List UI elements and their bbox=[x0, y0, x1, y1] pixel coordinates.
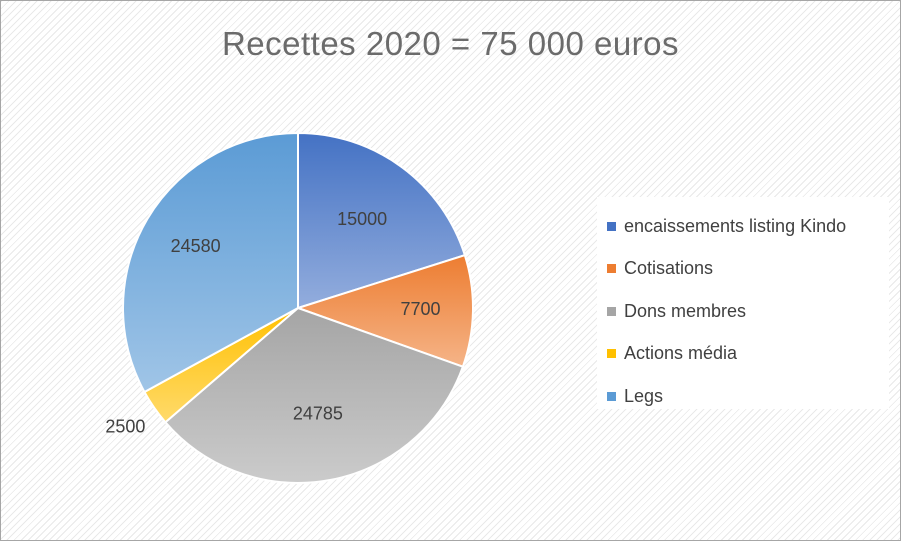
legend-swatch bbox=[607, 264, 616, 274]
data-label-legs: 24580 bbox=[171, 236, 221, 256]
data-label-cotisations: 7700 bbox=[400, 299, 440, 319]
legend-label: encaissements listing Kindo bbox=[624, 215, 847, 236]
data-label-dons-membres: 24785 bbox=[293, 403, 343, 423]
pie-data-labels: 15000 7700 24785 2500 24580 bbox=[105, 209, 440, 436]
legend-item-encaissements[interactable]: encaissements listing Kindo bbox=[607, 205, 889, 248]
data-label-encaissements-listing-kindo: 15000 bbox=[337, 209, 387, 229]
legend-swatch bbox=[607, 306, 616, 316]
pie-slice-encaissements-listing-kindo[interactable] bbox=[297, 131, 467, 310]
chart-title: Recettes 2020 = 75 000 euros bbox=[221, 25, 680, 62]
legend-label: Legs bbox=[624, 385, 664, 406]
legend-label: Actions média bbox=[624, 343, 738, 364]
pie-slice-legs[interactable] bbox=[122, 131, 299, 394]
legend-item-legs[interactable]: Legs bbox=[607, 375, 889, 418]
legend-item-cotisations[interactable]: Cotisations bbox=[607, 248, 889, 291]
legend-swatch bbox=[607, 391, 616, 401]
pie-slice-dons-membres[interactable] bbox=[163, 306, 465, 484]
legend: encaissements listing Kindo Cotisations … bbox=[597, 197, 889, 409]
legend-swatch bbox=[607, 349, 616, 359]
legend-swatch bbox=[607, 221, 616, 231]
legend-label: Dons membres bbox=[624, 300, 747, 321]
legend-item-dons-membres[interactable]: Dons membres bbox=[607, 290, 889, 333]
pie-slice-cotisations[interactable] bbox=[294, 253, 474, 368]
legend-label: Cotisations bbox=[624, 258, 714, 279]
data-label-actions-media: 2500 bbox=[105, 416, 145, 436]
legend-item-actions-media[interactable]: Actions média bbox=[607, 333, 889, 376]
pie-slices bbox=[122, 131, 474, 484]
